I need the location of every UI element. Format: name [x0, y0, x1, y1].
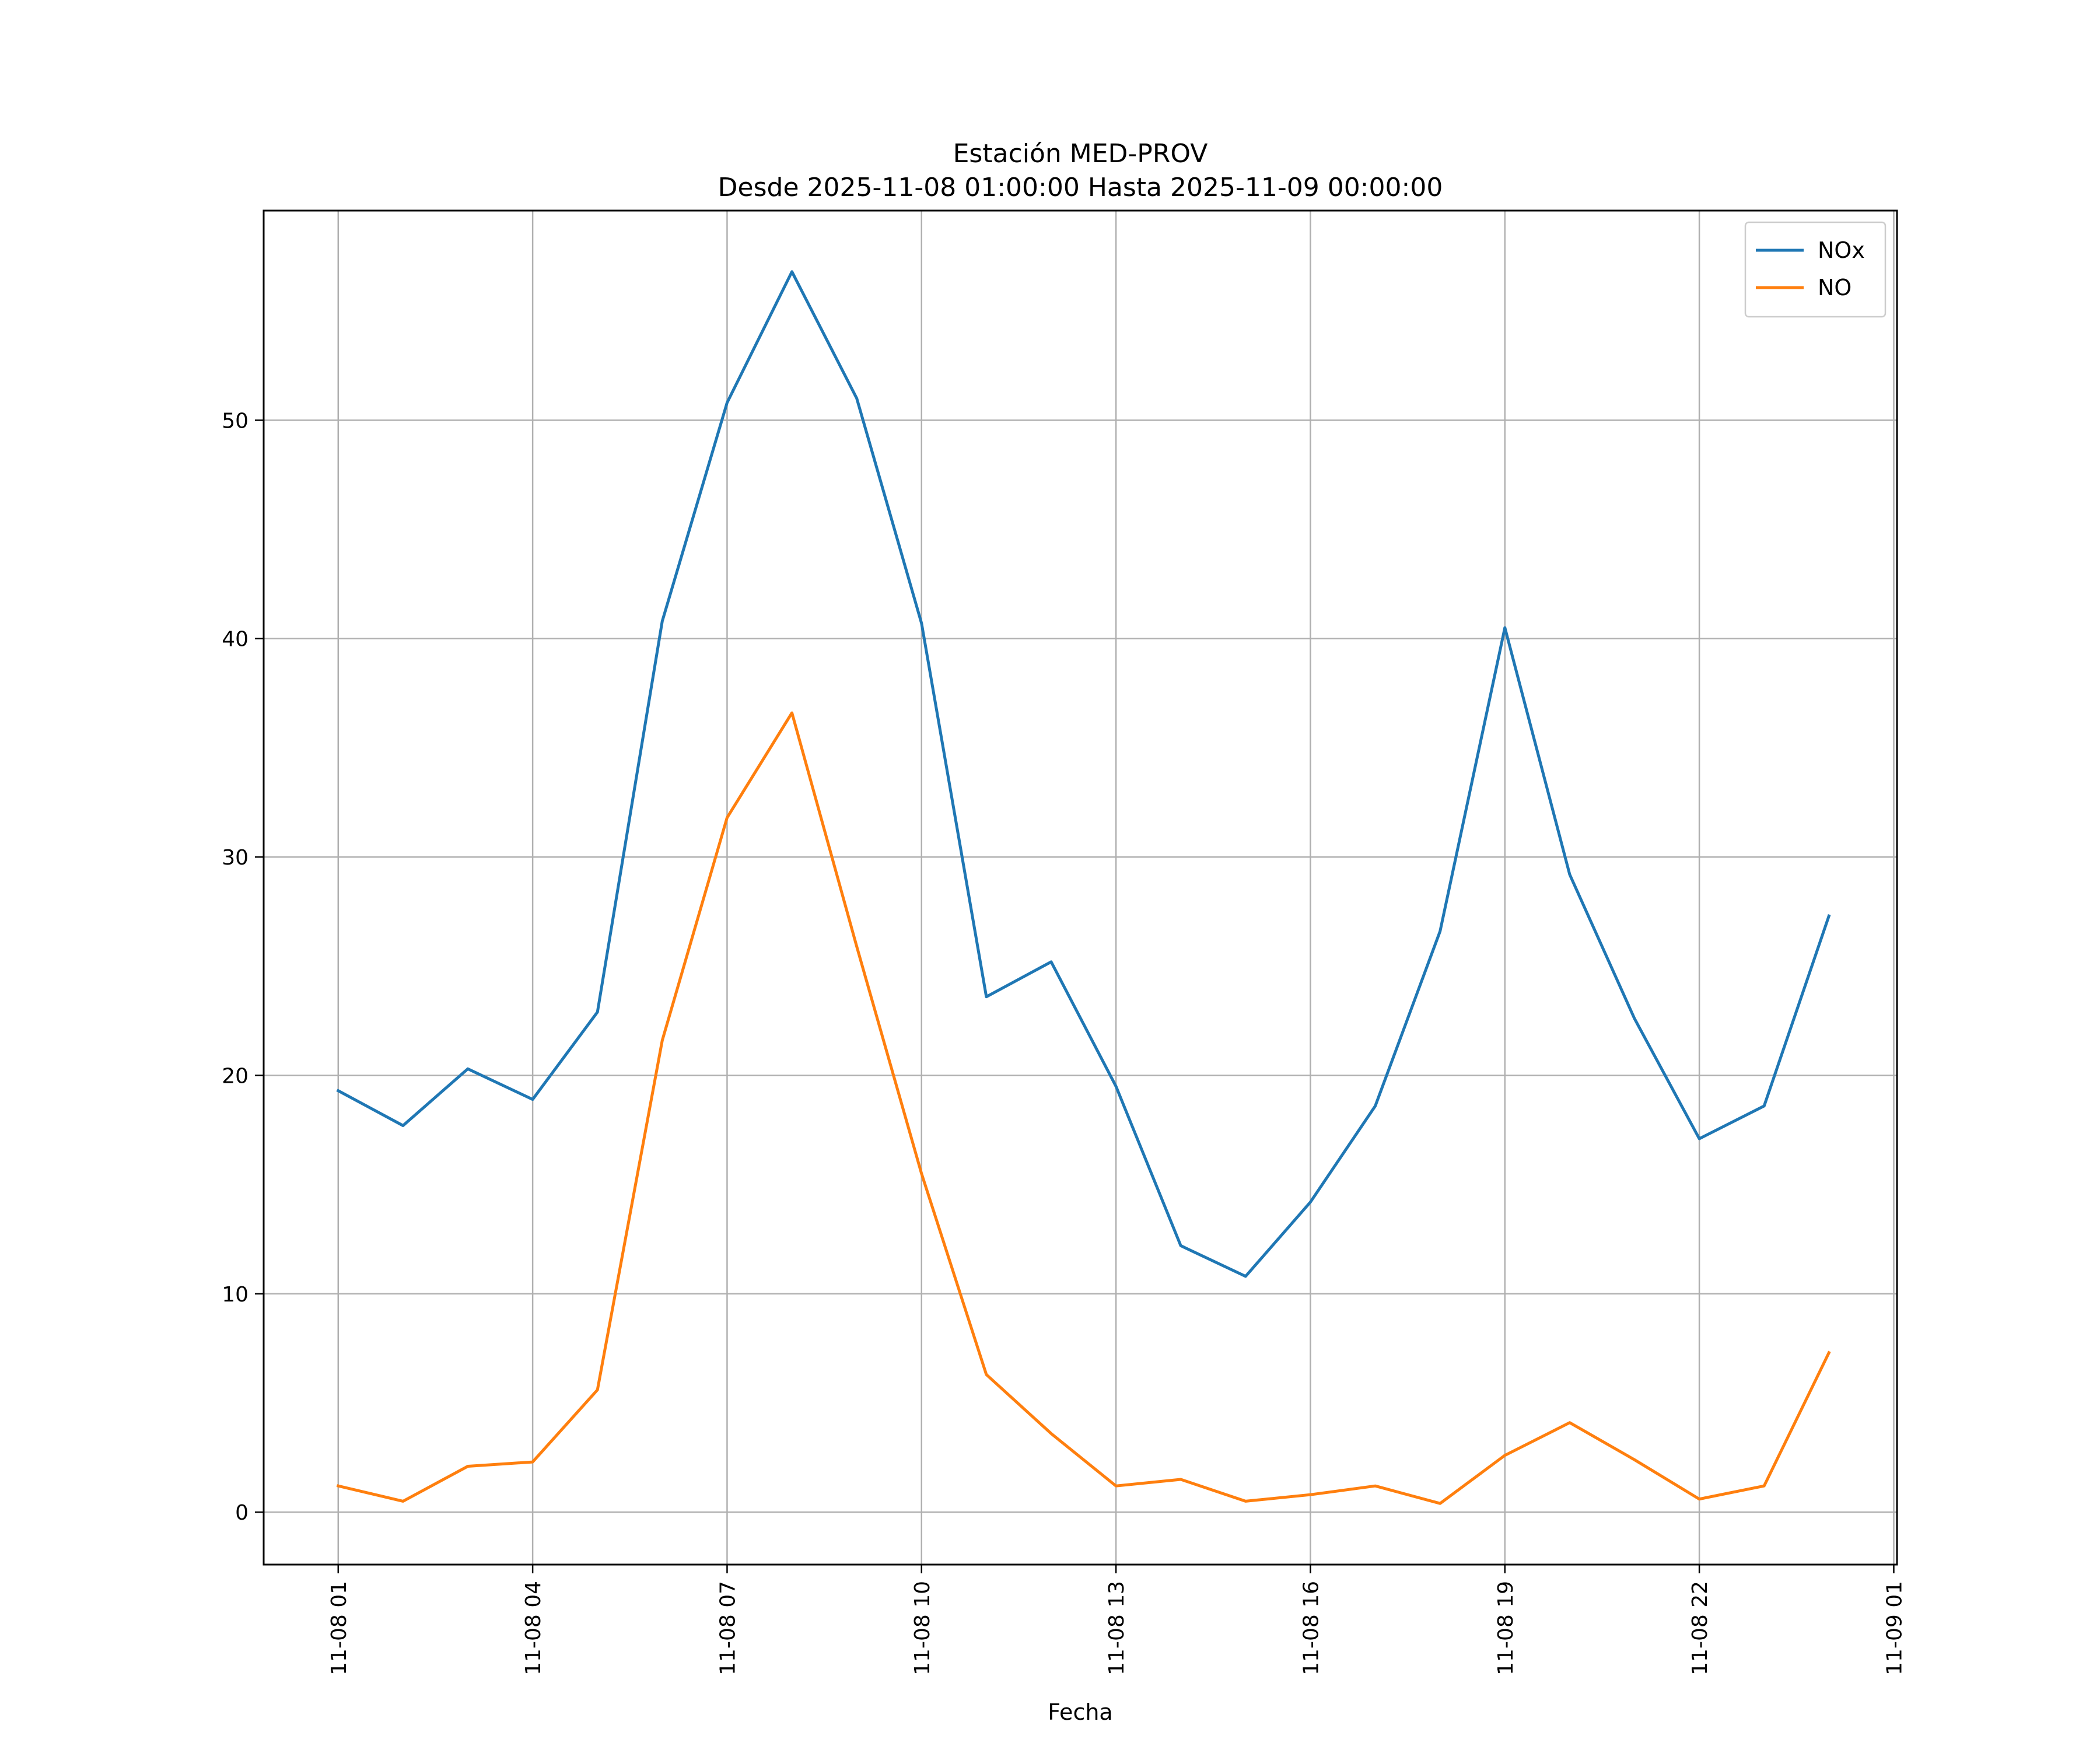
y-tick-label: 30	[222, 846, 249, 870]
series-line-no	[336, 711, 1831, 1505]
x-axis-label: Fecha	[1048, 1699, 1112, 1725]
y-tick-label: 40	[222, 628, 249, 652]
legend-frame	[1744, 221, 1887, 318]
series-lines	[336, 270, 1831, 1505]
legend-label-no: NO	[1818, 275, 1852, 300]
y-axis-ticks: 0 10 20 30 40 50	[222, 409, 264, 1525]
x-tick-label: 11-09 01	[1882, 1581, 1906, 1675]
legend: NOx NO	[1744, 221, 1887, 318]
series-line-nox	[336, 270, 1831, 1278]
y-tick-label: 10	[222, 1283, 249, 1307]
x-axis-ticks: 11-08 01 11-08 04 11-08 07 11-08 10 11-08 13…	[327, 1565, 1906, 1675]
grid-lines	[264, 211, 1897, 1565]
y-tick-label: 20	[222, 1064, 249, 1088]
chart-subtitle: Desde 2025-11-08 01:00:00 Hasta 2025-11-…	[718, 173, 1443, 202]
x-tick-label: 11-08 13	[1105, 1581, 1129, 1675]
x-tick-label: 11-08 10	[911, 1581, 935, 1675]
x-tick-label: 11-08 04	[522, 1581, 545, 1675]
y-tick-label: 50	[222, 409, 249, 433]
legend-label-nox: NOx	[1818, 237, 1865, 263]
x-tick-label: 11-08 16	[1299, 1581, 1323, 1675]
plot-frame	[262, 209, 1898, 1566]
x-tick-label: 11-08 22	[1688, 1581, 1712, 1675]
x-tick-label: 11-08 01	[327, 1581, 351, 1675]
chart-title: Estación MED-PROV	[953, 139, 1208, 169]
y-tick-label: 0	[235, 1501, 249, 1525]
x-tick-label: 11-08 07	[716, 1581, 740, 1675]
x-tick-label: 11-08 19	[1494, 1581, 1518, 1675]
